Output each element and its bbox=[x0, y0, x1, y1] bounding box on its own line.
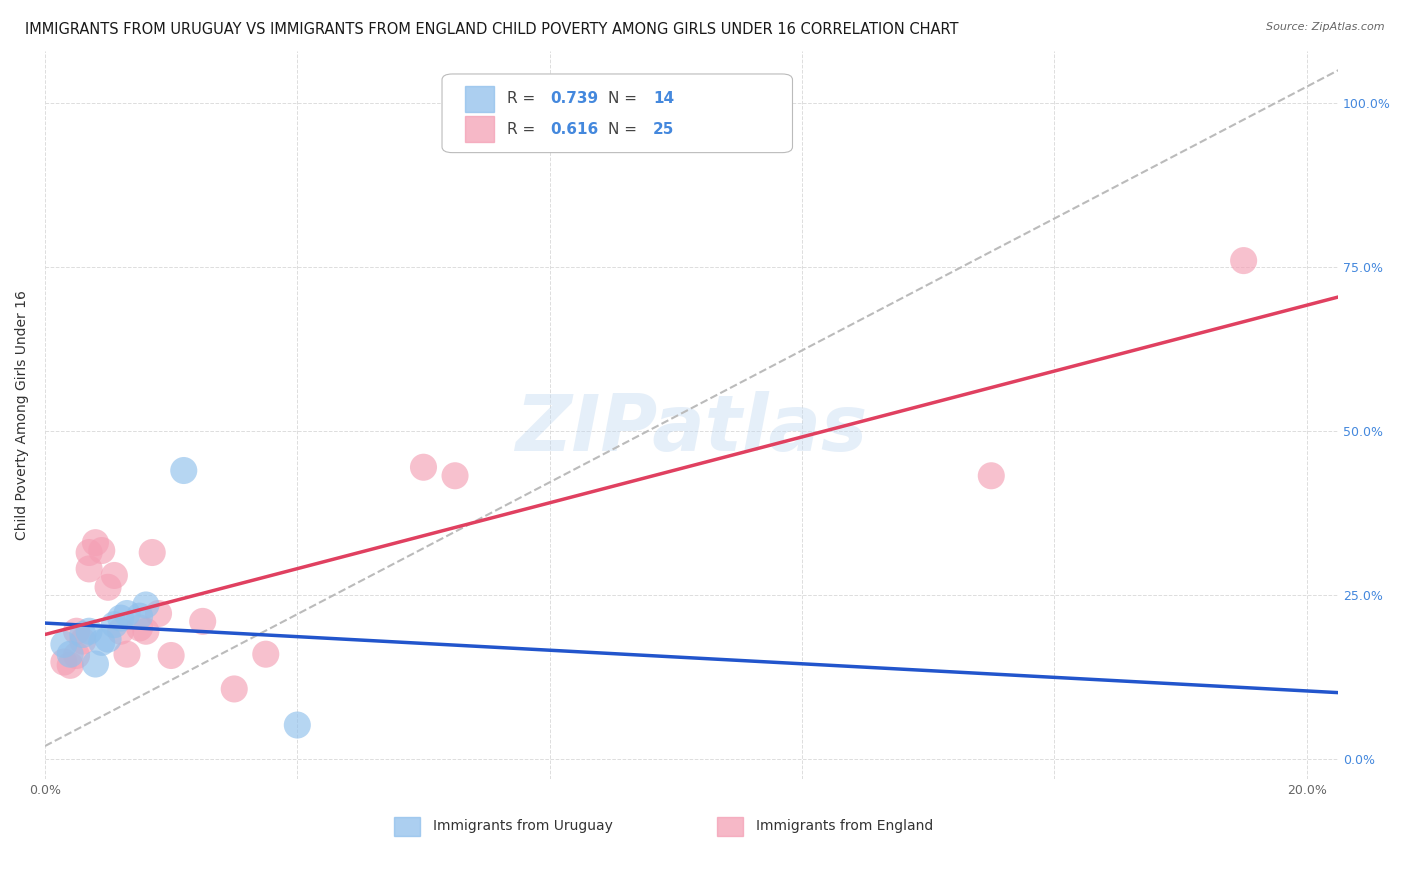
Text: Immigrants from England: Immigrants from England bbox=[756, 819, 934, 833]
Point bbox=[160, 648, 183, 663]
Point bbox=[191, 615, 214, 629]
Point bbox=[128, 609, 150, 624]
Point bbox=[135, 598, 157, 612]
Point bbox=[77, 545, 100, 559]
Text: 0.616: 0.616 bbox=[551, 122, 599, 136]
Point bbox=[128, 621, 150, 635]
Point bbox=[90, 635, 112, 649]
Point bbox=[103, 617, 125, 632]
Bar bbox=[465, 86, 494, 112]
Bar bbox=[465, 116, 494, 143]
Point bbox=[285, 718, 308, 732]
Point bbox=[90, 543, 112, 558]
Point bbox=[65, 624, 87, 639]
Bar bbox=[717, 817, 744, 836]
Point bbox=[980, 468, 1002, 483]
Point bbox=[115, 647, 138, 661]
Point bbox=[412, 460, 434, 475]
Point bbox=[72, 634, 94, 648]
Text: IMMIGRANTS FROM URUGUAY VS IMMIGRANTS FROM ENGLAND CHILD POVERTY AMONG GIRLS UND: IMMIGRANTS FROM URUGUAY VS IMMIGRANTS FR… bbox=[25, 22, 959, 37]
FancyBboxPatch shape bbox=[441, 74, 793, 153]
Text: 14: 14 bbox=[652, 91, 673, 106]
Point bbox=[52, 637, 75, 651]
Bar bbox=[394, 817, 420, 836]
Text: ZIPatlas: ZIPatlas bbox=[516, 392, 868, 467]
Text: Immigrants from Uruguay: Immigrants from Uruguay bbox=[433, 819, 613, 833]
Point bbox=[59, 658, 82, 673]
Point bbox=[65, 648, 87, 663]
Point bbox=[77, 624, 100, 639]
Point bbox=[59, 647, 82, 661]
Text: Source: ZipAtlas.com: Source: ZipAtlas.com bbox=[1267, 22, 1385, 32]
Point bbox=[103, 568, 125, 582]
Point bbox=[97, 580, 120, 594]
Y-axis label: Child Poverty Among Girls Under 16: Child Poverty Among Girls Under 16 bbox=[15, 290, 30, 540]
Point bbox=[115, 607, 138, 621]
Point bbox=[148, 607, 170, 621]
Point bbox=[1233, 253, 1256, 268]
Point bbox=[84, 657, 107, 671]
Point bbox=[254, 647, 277, 661]
Text: 0.739: 0.739 bbox=[551, 91, 599, 106]
Point bbox=[173, 463, 195, 477]
Point bbox=[224, 681, 246, 696]
Point bbox=[77, 562, 100, 576]
Point bbox=[135, 624, 157, 639]
Point bbox=[72, 627, 94, 641]
Point bbox=[141, 545, 163, 559]
Text: R =: R = bbox=[506, 91, 540, 106]
Text: R =: R = bbox=[506, 122, 540, 136]
Point bbox=[444, 468, 467, 483]
Text: N =: N = bbox=[607, 122, 641, 136]
Point bbox=[97, 632, 120, 646]
Point bbox=[84, 535, 107, 549]
Text: 25: 25 bbox=[652, 122, 675, 136]
Point bbox=[110, 611, 132, 625]
Point bbox=[52, 655, 75, 669]
Point bbox=[110, 624, 132, 639]
Text: N =: N = bbox=[607, 91, 641, 106]
